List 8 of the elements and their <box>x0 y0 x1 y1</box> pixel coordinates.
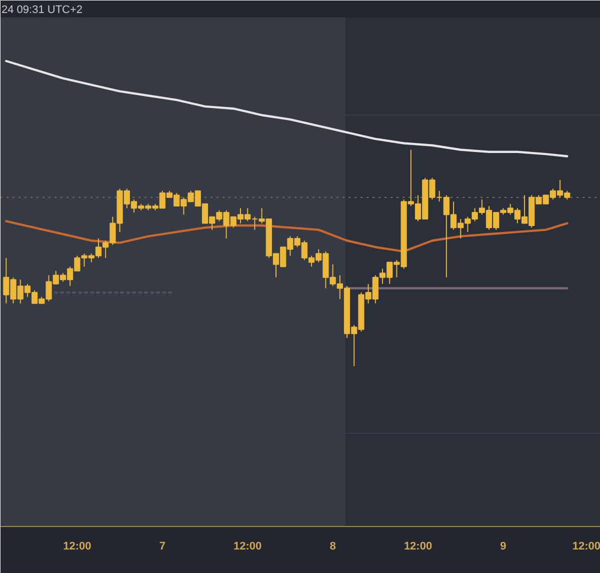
x-tick-label: 12:00 <box>572 540 600 552</box>
text: 24 09:31 UTC+2 <box>2 4 83 16</box>
x-tick-label: 12:00 <box>234 540 262 552</box>
x-tick-label: 12:00 <box>63 540 92 552</box>
x-tick-label: 9 <box>500 540 506 552</box>
x-tick-label: 12:00 <box>404 540 432 552</box>
x-tick-label: 7 <box>159 540 166 552</box>
x-tick-label: 8 <box>330 540 336 552</box>
